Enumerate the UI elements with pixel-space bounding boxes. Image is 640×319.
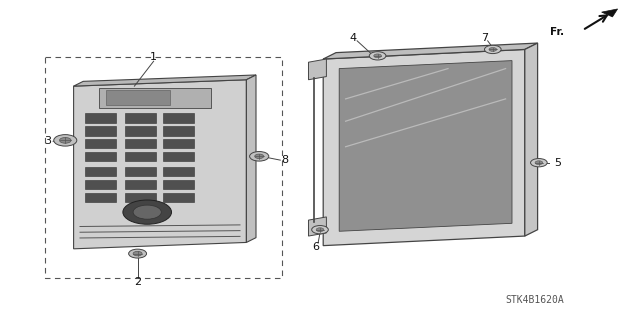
Bar — [125, 126, 156, 136]
Polygon shape — [525, 43, 538, 236]
Polygon shape — [339, 61, 512, 231]
Circle shape — [133, 251, 142, 256]
Circle shape — [316, 228, 324, 232]
Bar — [106, 90, 170, 105]
Circle shape — [484, 45, 501, 54]
Text: 7: 7 — [481, 33, 489, 43]
Bar — [125, 152, 156, 161]
Circle shape — [369, 52, 386, 60]
Bar — [85, 139, 116, 148]
Circle shape — [489, 48, 497, 51]
Bar — [163, 113, 194, 123]
Bar — [85, 180, 116, 189]
Polygon shape — [323, 49, 525, 246]
Circle shape — [54, 135, 77, 146]
Polygon shape — [308, 59, 326, 80]
Bar — [163, 152, 194, 161]
Bar — [125, 139, 156, 148]
Circle shape — [129, 249, 147, 258]
Text: 5: 5 — [554, 158, 561, 168]
Circle shape — [374, 54, 381, 58]
Bar — [125, 193, 156, 202]
Text: Fr.: Fr. — [550, 27, 564, 37]
Circle shape — [531, 159, 547, 167]
Bar — [85, 113, 116, 123]
Polygon shape — [323, 43, 538, 59]
Text: 2: 2 — [134, 277, 141, 287]
Polygon shape — [74, 75, 256, 86]
Bar — [85, 193, 116, 202]
Bar — [163, 126, 194, 136]
Polygon shape — [308, 217, 326, 236]
Bar — [85, 167, 116, 176]
Circle shape — [60, 137, 71, 143]
Circle shape — [312, 226, 328, 234]
Text: STK4B1620A: STK4B1620A — [506, 295, 564, 305]
Polygon shape — [74, 80, 246, 249]
Circle shape — [133, 205, 161, 219]
Text: 1: 1 — [150, 52, 157, 63]
Bar — [45, 57, 282, 278]
Bar — [163, 180, 194, 189]
Polygon shape — [602, 9, 618, 17]
Bar — [163, 139, 194, 148]
Bar — [163, 167, 194, 176]
Text: 8: 8 — [282, 155, 289, 165]
Bar — [85, 152, 116, 161]
Bar — [163, 193, 194, 202]
Circle shape — [535, 161, 543, 165]
Bar — [99, 88, 211, 108]
Text: 3: 3 — [45, 136, 51, 146]
Bar — [125, 167, 156, 176]
Bar — [125, 180, 156, 189]
Text: 4: 4 — [349, 33, 357, 43]
Circle shape — [250, 152, 269, 161]
Bar — [85, 126, 116, 136]
Bar — [125, 113, 156, 123]
Circle shape — [255, 154, 264, 159]
Circle shape — [123, 200, 172, 224]
Text: 6: 6 — [312, 241, 319, 252]
Polygon shape — [246, 75, 256, 242]
